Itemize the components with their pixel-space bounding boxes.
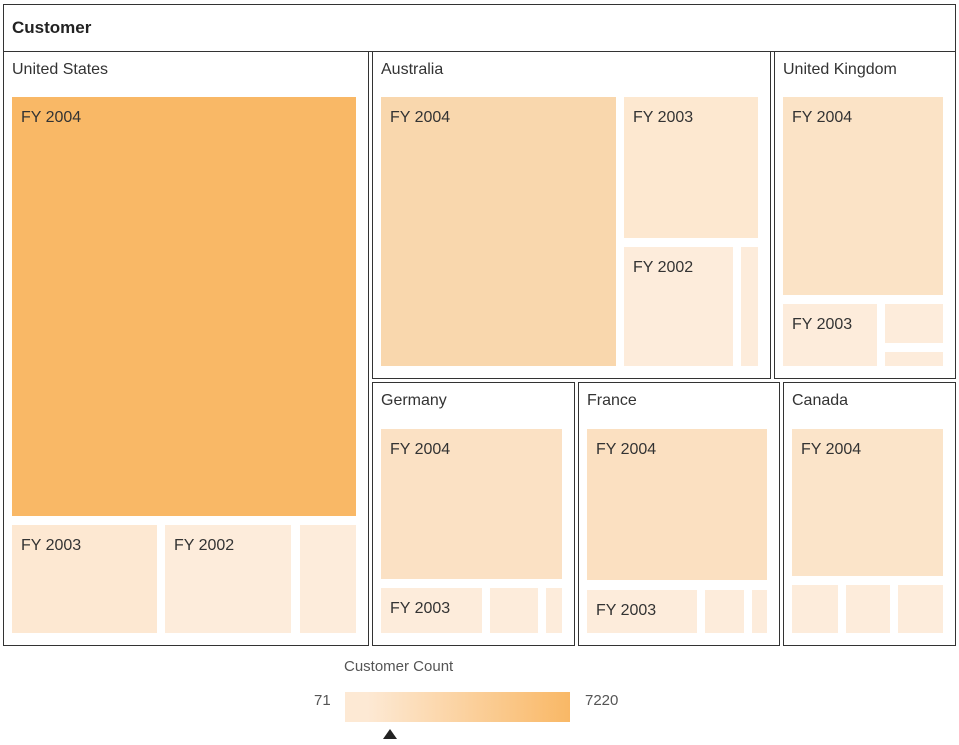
legend-title: Customer Count <box>344 658 454 675</box>
group-label: United Kingdom <box>783 61 897 78</box>
leaf-label: FY 2002 <box>174 537 235 554</box>
leaf-united-states-3[interactable]: FY 2002 <box>165 525 291 633</box>
leaf-australia-4[interactable] <box>741 247 758 366</box>
leaf-australia-2[interactable]: FY 2003 <box>624 97 758 238</box>
group-label: France <box>587 392 637 409</box>
legend-pointer-icon <box>383 729 397 739</box>
leaf-france-2[interactable]: FY 2003 <box>587 590 697 633</box>
group-label: Germany <box>381 392 447 409</box>
leaf-canada-1[interactable]: FY 2004 <box>792 429 943 576</box>
group-label: United States <box>12 61 109 78</box>
leaf-canada-3[interactable] <box>846 585 890 633</box>
leaf-germany-1[interactable]: FY 2004 <box>381 429 562 579</box>
group-label: Australia <box>381 61 444 78</box>
legend-max-label: 7220 <box>585 692 619 709</box>
leaf-label: FY 2004 <box>390 441 451 458</box>
leaf-label: FY 2003 <box>633 109 694 126</box>
root-frame <box>3 4 956 52</box>
chart-title: Customer <box>12 18 92 37</box>
leaf-label: FY 2004 <box>792 109 853 126</box>
leaf-australia-3[interactable]: FY 2002 <box>624 247 733 366</box>
leaf-label: FY 2003 <box>21 537 82 554</box>
group-label: Canada <box>792 392 849 409</box>
leaf-australia-1[interactable]: FY 2004 <box>381 97 616 366</box>
leaf-canada-4[interactable] <box>898 585 943 633</box>
leaf-france-1[interactable]: FY 2004 <box>587 429 767 580</box>
leaf-united-states-2[interactable]: FY 2003 <box>12 525 157 633</box>
leaf-germany-3[interactable] <box>490 588 538 633</box>
leaf-label: FY 2002 <box>633 259 694 276</box>
legend-min-label: 71 <box>314 692 331 709</box>
leaf-label: FY 2004 <box>21 109 82 126</box>
leaf-united-states-4[interactable] <box>300 525 356 633</box>
leaf-label: FY 2003 <box>596 602 657 619</box>
leaf-germany-4[interactable] <box>546 588 562 633</box>
leaf-united-kingdom-4[interactable] <box>885 352 943 366</box>
leaf-united-kingdom-1[interactable]: FY 2004 <box>783 97 943 295</box>
leaf-united-kingdom-2[interactable]: FY 2003 <box>783 304 877 366</box>
leaf-france-4[interactable] <box>752 590 767 633</box>
leaf-germany-2[interactable]: FY 2003 <box>381 588 482 633</box>
leaf-label: FY 2003 <box>390 600 451 617</box>
leaf-label: FY 2003 <box>792 316 853 333</box>
leaf-label: FY 2004 <box>801 441 862 458</box>
leaf-france-3[interactable] <box>705 590 744 633</box>
leaf-canada-2[interactable] <box>792 585 838 633</box>
leaf-united-kingdom-3[interactable] <box>885 304 943 343</box>
leaf-united-states-1[interactable]: FY 2004 <box>12 97 356 516</box>
leaf-label: FY 2004 <box>596 441 657 458</box>
legend-gradient-bar <box>345 692 570 722</box>
leaf-label: FY 2004 <box>390 109 451 126</box>
